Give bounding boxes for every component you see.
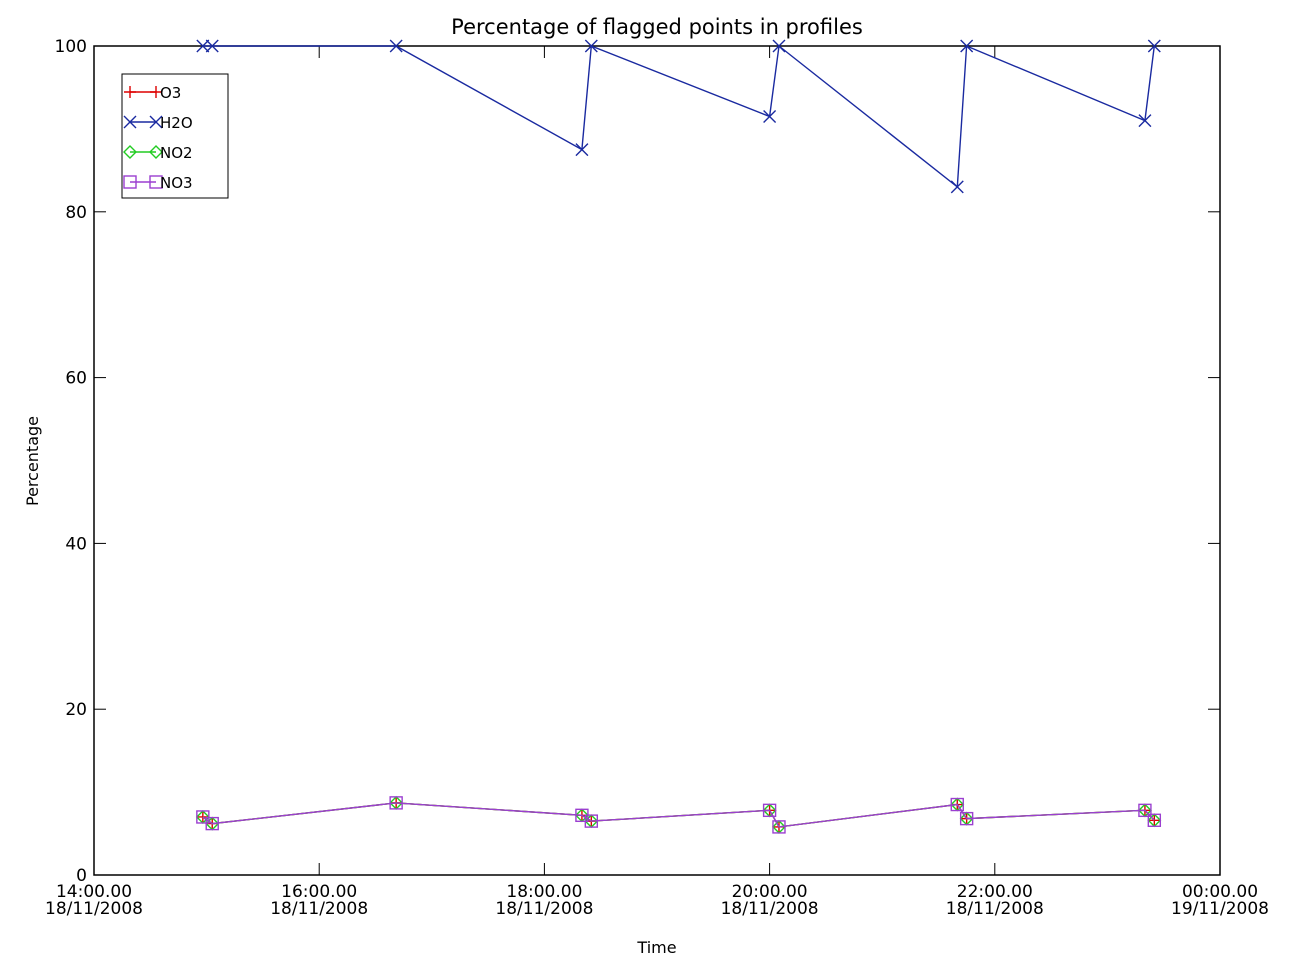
x-tick-label: 22:00.00 xyxy=(957,882,1033,902)
data-point-h2o xyxy=(196,39,210,53)
y-tick-label: 60 xyxy=(65,369,87,389)
legend-marker xyxy=(123,145,137,159)
data-point-no3 xyxy=(1138,803,1152,818)
axis-ticks: 14:00.0018/11/200816:00.0018/11/200818:0… xyxy=(45,37,1269,919)
series-no3 xyxy=(196,796,1162,834)
x-tick-label: 18:00.00 xyxy=(506,882,582,902)
data-point-no3 xyxy=(1147,813,1162,827)
data-point-no3 xyxy=(584,814,599,828)
data-point-no3 xyxy=(959,811,974,826)
legend-marker xyxy=(123,175,137,189)
series-o3 xyxy=(196,796,1161,833)
data-point-h2o xyxy=(1138,114,1152,128)
legend-label-no3: NO3 xyxy=(160,174,193,192)
x-tick-label: 18/11/2008 xyxy=(946,899,1044,919)
y-tick-label: 20 xyxy=(65,700,87,720)
data-point-o3 xyxy=(1148,814,1161,827)
x-tick-label: 18/11/2008 xyxy=(495,899,593,919)
data-point-h2o xyxy=(950,180,964,194)
series-line-h2o xyxy=(202,44,1155,189)
x-axis-label: Time xyxy=(636,938,676,957)
data-point-h2o xyxy=(389,39,403,53)
y-tick-label: 40 xyxy=(65,534,87,554)
data-point-no3 xyxy=(772,820,786,834)
legend-item-no2: NO2 xyxy=(123,144,193,162)
legend-marker xyxy=(150,86,162,98)
series-line-no2 xyxy=(202,802,1155,828)
x-tick-label: 16:00.00 xyxy=(281,882,357,902)
x-tick-label: 19/11/2008 xyxy=(1171,899,1269,919)
data-point-h2o xyxy=(772,39,786,53)
data-point-h2o xyxy=(575,143,589,157)
y-tick-label: 100 xyxy=(55,37,87,57)
legend-marker xyxy=(124,86,136,98)
legend-label-h2o: H2O xyxy=(160,114,193,132)
legend-label-no2: NO2 xyxy=(160,144,193,162)
legend: O3 H2O NO2 NO3 xyxy=(121,73,229,199)
series-layer xyxy=(195,39,1162,834)
y-tick-label: 0 xyxy=(76,866,87,886)
legend-item-o3: O3 xyxy=(124,84,181,102)
x-tick-label: 18/11/2008 xyxy=(270,899,368,919)
legend-label-o3: O3 xyxy=(160,84,181,102)
x-tick-label: 20:00.00 xyxy=(732,882,808,902)
series-h2o xyxy=(196,39,1161,194)
data-point-h2o xyxy=(763,109,777,123)
legend-marker xyxy=(149,145,163,159)
x-tick-label: 18/11/2008 xyxy=(45,899,143,919)
data-point-h2o xyxy=(1147,39,1161,53)
legend-item-no3: NO3 xyxy=(123,174,193,192)
chart-title: Percentage of flagged points in profiles xyxy=(451,15,863,39)
legend-item-h2o: H2O xyxy=(123,114,193,132)
x-tick-label: 18/11/2008 xyxy=(721,899,819,919)
series-no2 xyxy=(195,795,1162,834)
data-point-h2o xyxy=(205,39,219,53)
y-axis-label: Percentage xyxy=(23,416,42,506)
series-line-o3 xyxy=(202,802,1155,828)
legend-box xyxy=(121,73,229,199)
data-point-no3 xyxy=(205,816,219,831)
data-point-no3 xyxy=(762,803,777,818)
data-point-h2o xyxy=(584,39,598,53)
data-point-no3 xyxy=(950,797,964,812)
legend-marker xyxy=(149,115,163,129)
legend-marker xyxy=(123,115,137,129)
x-tick-label: 00:00.00 xyxy=(1182,882,1258,902)
x-tick-label: 14:00.00 xyxy=(56,882,132,902)
plot-frame xyxy=(93,45,1221,876)
series-line-no3 xyxy=(202,802,1155,828)
data-point-no3 xyxy=(389,796,403,810)
data-point-h2o xyxy=(960,39,974,53)
legend-marker xyxy=(149,175,163,189)
y-tick-label: 80 xyxy=(65,203,87,223)
